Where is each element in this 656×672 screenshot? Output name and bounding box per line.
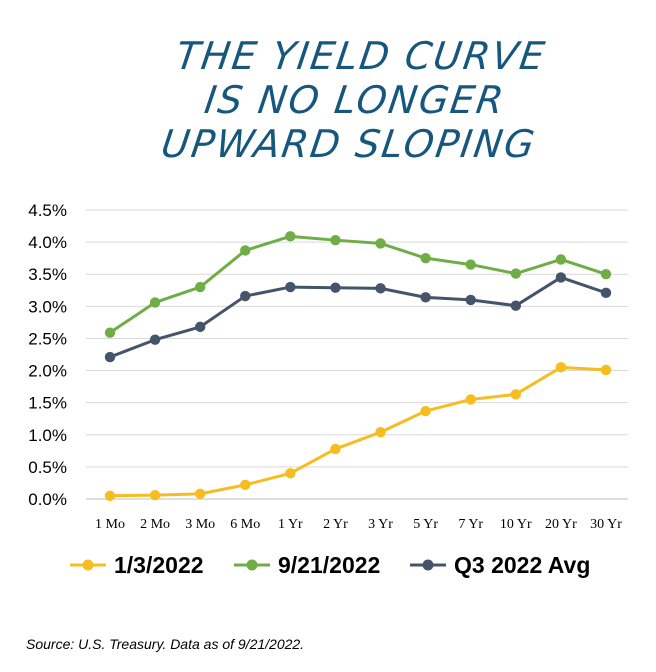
series-2: [104, 231, 612, 338]
legend: 1/3/2022 9/21/2022 Q3 2022 Avg: [70, 552, 590, 578]
series-line: [109, 275, 607, 359]
data-point: [104, 351, 116, 363]
x-tick-label: 30 Yr: [590, 517, 622, 532]
data-point: [194, 281, 206, 293]
x-tick-label: 1 Yr: [278, 517, 303, 532]
series-line: [109, 234, 607, 334]
data-point: [285, 281, 296, 293]
data-point: [420, 292, 431, 303]
y-tick-label: 3.0%: [28, 297, 67, 316]
legend-marker: [82, 559, 94, 571]
legend-item-3: Q3 2022 Avg: [410, 552, 590, 578]
data-point: [104, 490, 116, 501]
series-1: [104, 362, 612, 501]
data-point: [240, 245, 251, 256]
data-point: [149, 297, 161, 308]
data-point: [510, 300, 522, 311]
x-tick-label: 1 Mo: [95, 517, 125, 532]
data-point: [420, 252, 431, 264]
y-axis-ticks: 0.0% 0.5% 1.0% 1.5% 2.0% 2.5% 3.0% 3.5% 4.0% 4.5%: [28, 201, 67, 509]
data-point: [465, 394, 476, 405]
y-tick-label: 2.0%: [28, 362, 67, 381]
series-line: [109, 365, 607, 498]
data-point: [330, 443, 341, 455]
y-tick-label: 0.0%: [28, 490, 67, 509]
x-tick-label: 3 Mo: [185, 517, 215, 532]
data-point: [240, 479, 251, 491]
source-note: Source: U.S. Treasury. Data as of 9/21/2…: [26, 636, 305, 652]
x-axis-ticks: 1 Mo 2 Mo 3 Mo 6 Mo 1 Yr 2 Yr 3 Yr 5 Yr 7 Yr 10 Y…: [95, 517, 622, 532]
legend-marker: [246, 559, 258, 571]
data-point: [240, 290, 251, 302]
data-point: [600, 287, 612, 299]
series-3: [104, 272, 612, 363]
data-point: [420, 405, 431, 417]
data-point: [285, 468, 296, 479]
data-point: [194, 321, 206, 333]
data-point: [510, 268, 522, 279]
legend-marker: [422, 559, 434, 571]
data-point: [510, 389, 522, 400]
data-point: [555, 362, 567, 373]
data-point: [375, 238, 386, 249]
x-tick-label: 2 Yr: [323, 517, 348, 532]
data-point: [285, 231, 296, 242]
data-point: [555, 254, 567, 265]
data-point: [555, 272, 567, 283]
x-tick-label: 7 Yr: [458, 517, 483, 532]
data-point: [104, 327, 116, 338]
data-point: [600, 364, 612, 376]
legend-label: 9/21/2022: [278, 552, 380, 578]
data-point: [149, 489, 161, 501]
data-point: [375, 283, 386, 294]
data-point: [375, 427, 386, 438]
y-tick-label: 0.5%: [28, 458, 67, 477]
legend-label: 1/3/2022: [114, 552, 204, 578]
x-tick-label: 2 Mo: [140, 517, 170, 532]
data-point: [194, 488, 206, 500]
legend-item-1: 1/3/2022: [70, 552, 204, 578]
yield-curve-chart: 0.0% 0.5% 1.0% 1.5% 2.0% 2.5% 3.0% 3.5% 4.0% 4.5%…: [28, 201, 628, 578]
y-tick-label: 1.5%: [28, 394, 67, 413]
data-point: [330, 234, 341, 246]
x-tick-label: 20 Yr: [545, 517, 577, 532]
gridlines: [86, 209, 628, 500]
data-point: [149, 334, 161, 345]
legend-label: Q3 2022 Avg: [454, 552, 590, 578]
series-lines: [104, 231, 612, 501]
x-tick-label: 3 Yr: [368, 517, 393, 532]
y-tick-label: 4.5%: [28, 201, 67, 220]
x-tick-label: 6 Mo: [230, 517, 260, 532]
x-tick-label: 10 Yr: [500, 517, 532, 532]
y-tick-label: 3.5%: [28, 265, 67, 284]
data-point: [600, 269, 612, 280]
y-tick-label: 2.5%: [28, 329, 67, 348]
x-tick-label: 5 Yr: [413, 517, 438, 532]
data-point: [330, 282, 341, 293]
data-point: [465, 259, 476, 270]
legend-item-2: 9/21/2022: [234, 552, 380, 578]
y-tick-label: 1.0%: [28, 426, 67, 445]
data-point: [465, 294, 476, 306]
y-tick-label: 4.0%: [28, 233, 67, 252]
